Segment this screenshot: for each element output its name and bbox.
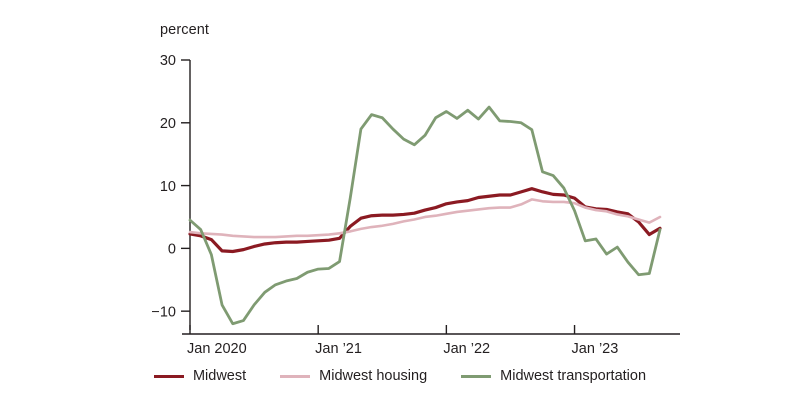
legend-item-midwest-housing[interactable]: Midwest housing [280, 368, 427, 384]
legend-label-midwest: Midwest [192, 368, 247, 384]
x-tick-label: Jan ’22 [443, 341, 490, 357]
series-line-midwest-transportation [188, 105, 662, 326]
legend-label-midwest-transportation: Midwest transportation [500, 368, 647, 384]
x-tick-labels: Jan 2020 Jan ’21 Jan ’22 Jan ’23 [187, 341, 618, 357]
legend-item-midwest[interactable]: Midwest [153, 368, 247, 384]
x-tick-label: Jan 2020 [187, 341, 247, 357]
legend-label-midwest-housing: Midwest housing [319, 368, 428, 384]
y-tick-label: 20 [160, 116, 176, 132]
y-axis-unit-label: percent [160, 22, 210, 38]
legend-swatch-midwest-housing [280, 374, 311, 378]
axes-group [181, 59, 680, 335]
x-tick-label: Jan ’23 [572, 341, 619, 357]
chart-legend: Midwest Midwest housing Midwest transpor… [0, 368, 800, 384]
legend-item-midwest-transportation[interactable]: Midwest transportation [461, 368, 646, 384]
legend-swatch-midwest [153, 374, 184, 378]
series-group [188, 105, 662, 326]
y-tick-label: 0 [168, 242, 176, 258]
x-tick-label: Jan ’21 [315, 341, 362, 357]
series-line-midwest-housing [188, 198, 662, 239]
series-line-midwest [188, 187, 662, 254]
legend-swatch-midwest-transportation [461, 374, 492, 378]
y-tick-labels: 30 20 10 0 −10 [151, 53, 176, 320]
y-tick-label: 10 [160, 179, 176, 195]
y-tick-label: 30 [160, 53, 176, 69]
y-tick-label: −10 [151, 304, 176, 320]
